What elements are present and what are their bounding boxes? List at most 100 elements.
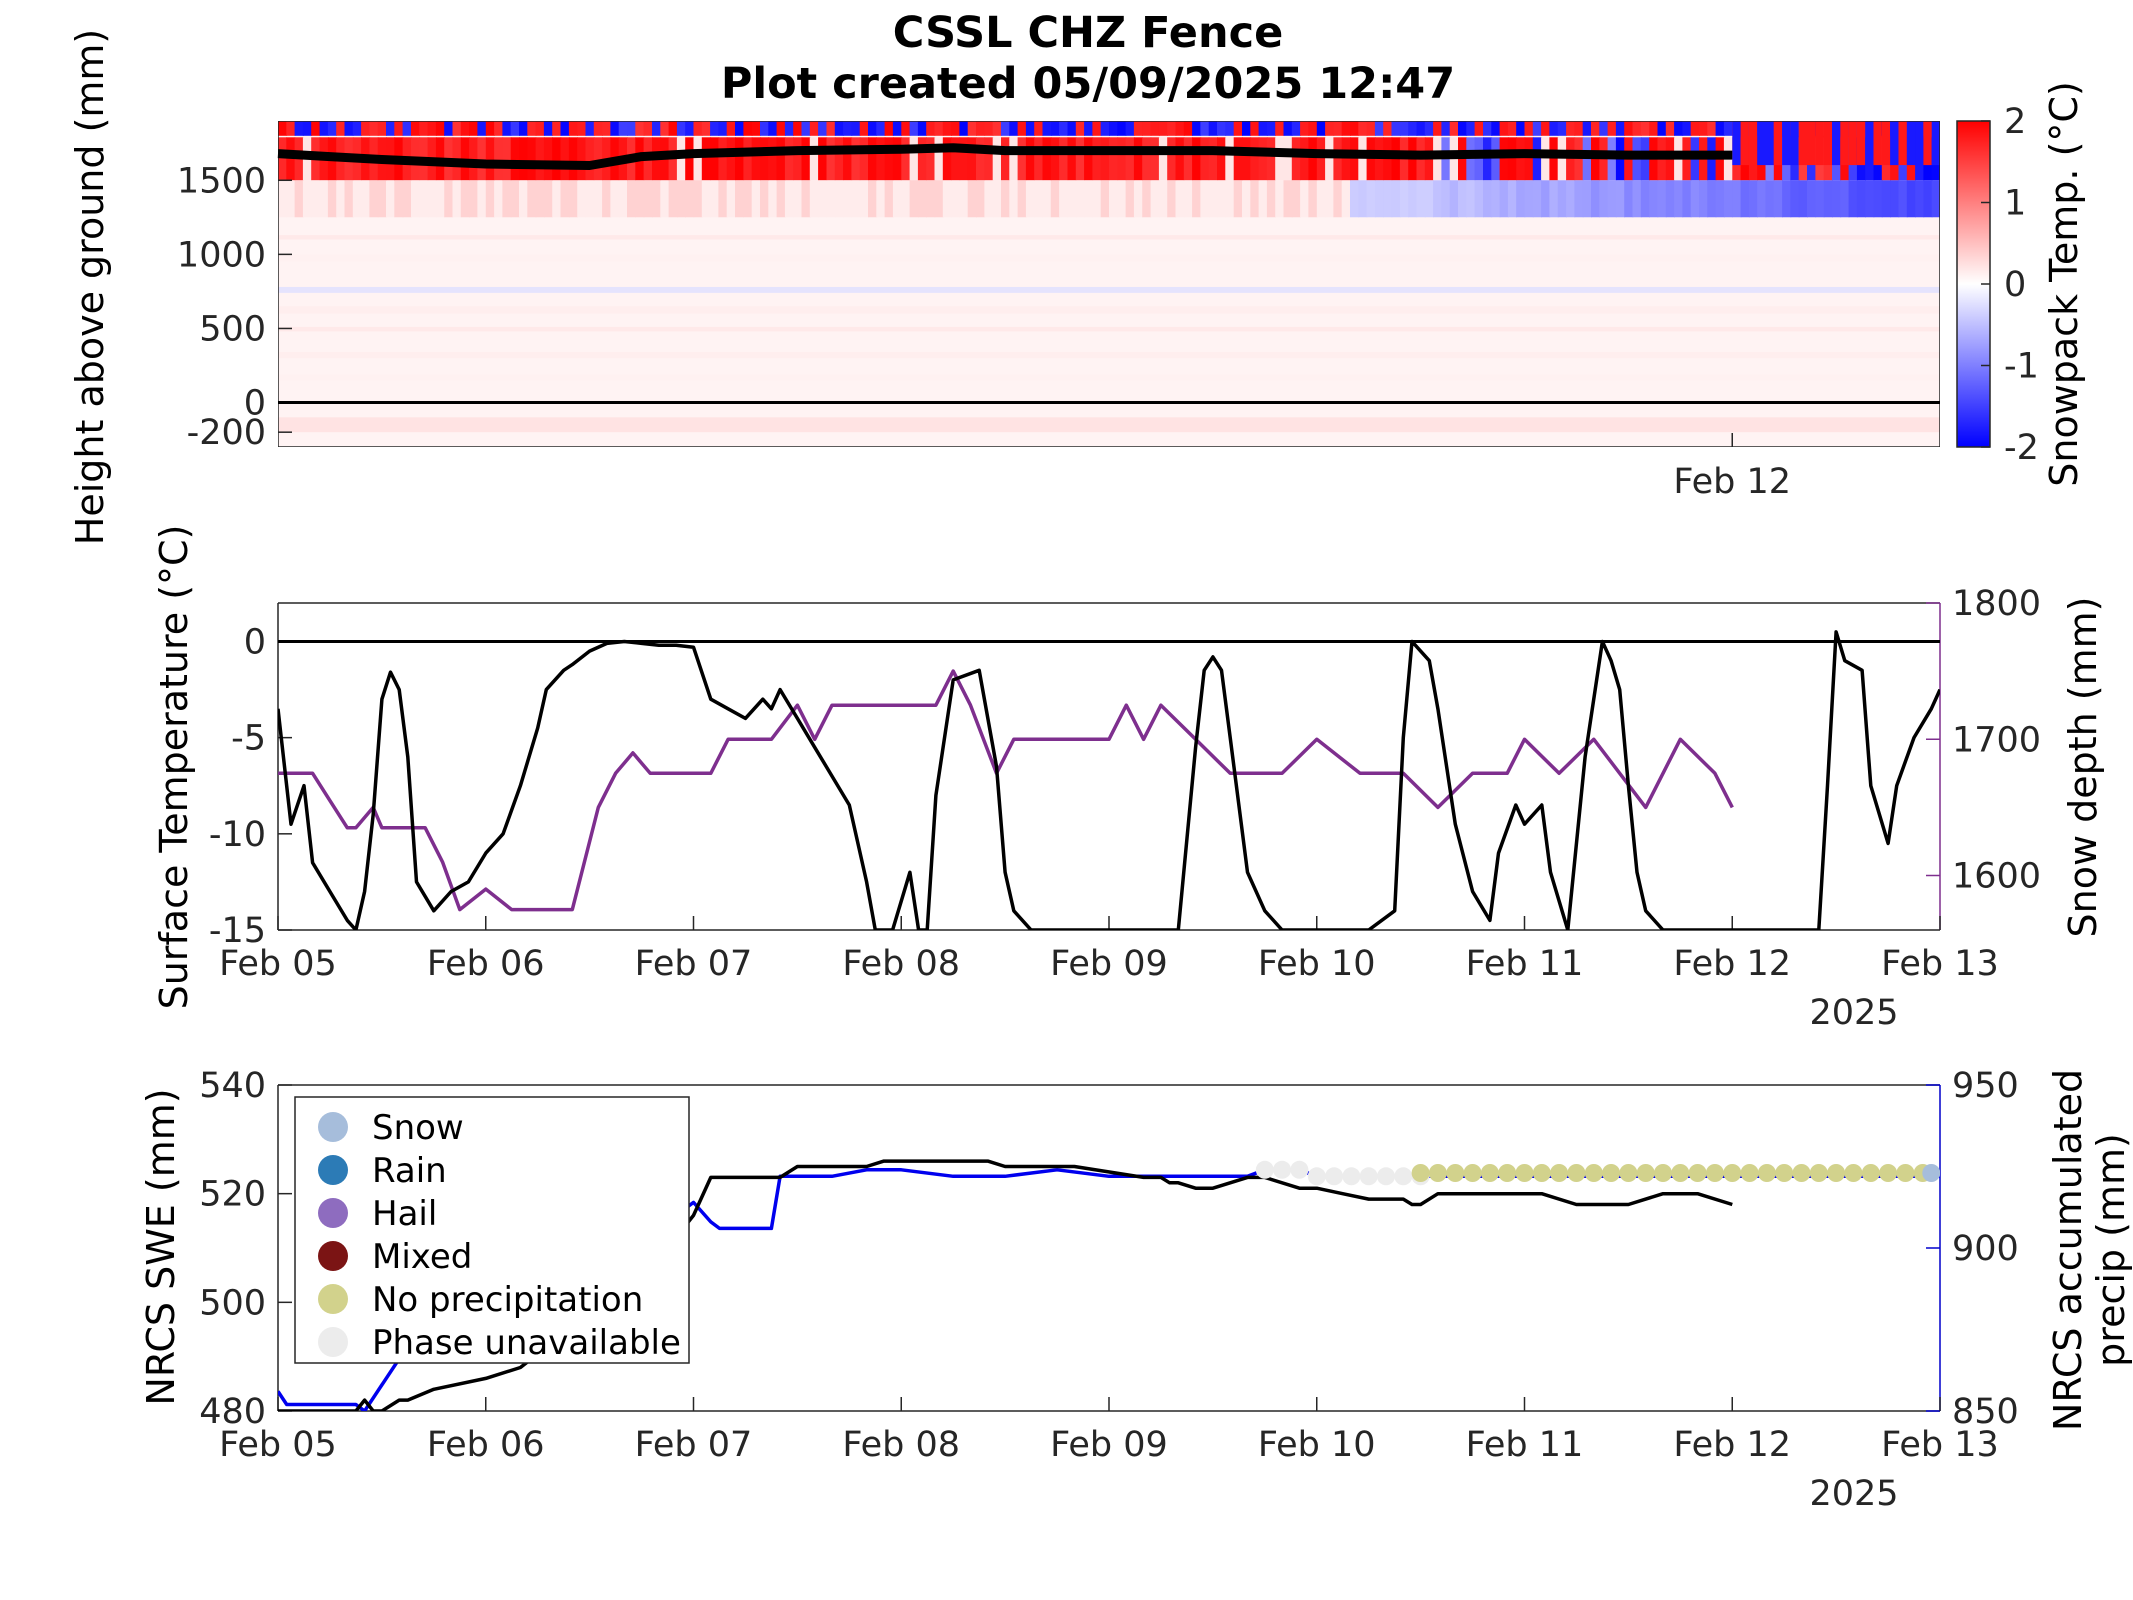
heatmap-cell (1117, 137, 1127, 181)
heatmap-cell (1258, 121, 1268, 136)
heatmap-cell (959, 137, 969, 181)
heatmap-cell (1541, 137, 1551, 181)
heatmap-cell (1682, 180, 1692, 218)
heatmap-cell (1433, 180, 1443, 218)
year-label-panel2: 2025 (1809, 993, 1898, 1033)
heatmap-cell (336, 121, 346, 136)
heatmap-cell (1474, 137, 1484, 181)
heatmap-cell (1807, 121, 1817, 166)
heatmap-cell (1649, 121, 1659, 136)
heatmap-cell (1192, 121, 1202, 136)
heatmap-cell (1001, 180, 1011, 218)
precip-phase-marker (1775, 1164, 1794, 1182)
heatmap-cell (1350, 121, 1360, 136)
heatmap-cell (967, 180, 977, 218)
heatmap-cell (1059, 121, 1069, 136)
colorbar-ticks: -2 -1 0 1 2 (1981, 102, 2039, 468)
precip-phase-marker (1290, 1160, 1309, 1179)
heatmap-cell (1699, 180, 1709, 218)
heatmap-cell (394, 121, 404, 136)
precip-phase-marker (1325, 1167, 1344, 1186)
heatmap-cell (1042, 137, 1052, 181)
heatmap-cell (1682, 121, 1692, 136)
heatmap-cell (1474, 180, 1484, 218)
heatmap-cell (1499, 180, 1509, 218)
heatmap-cell (909, 180, 919, 218)
p3-y-tick-label: 500 (199, 1283, 266, 1323)
heatmap-cell (1291, 121, 1301, 136)
p2-x-tick-label: Feb 06 (427, 944, 545, 984)
heatmap-cell (1549, 180, 1559, 218)
heatmap-cell (1890, 121, 1900, 166)
heatmap-cell (1449, 121, 1459, 136)
heatmap-cell (535, 137, 545, 181)
heatmap-cell (1067, 180, 1077, 218)
heatmap-cell (1574, 180, 1584, 218)
heatmap-cell (344, 121, 354, 136)
heatmap-cell (469, 121, 479, 136)
heatmap-cell (876, 137, 886, 181)
heatmap-cell (552, 121, 562, 136)
heatmap-cell (1125, 180, 1135, 218)
heatmap-cell (1690, 121, 1700, 136)
heatmap-cell (1275, 121, 1285, 136)
heatmap-cell (1341, 137, 1351, 181)
heatmap-cell (1915, 180, 1925, 218)
heatmap-cell (361, 180, 371, 218)
heatmap-cell (901, 121, 911, 136)
heatmap-cell (1890, 180, 1900, 218)
heatmap-cell (327, 121, 337, 136)
heatmap-cell (718, 137, 728, 181)
heatmap-cell (1674, 121, 1684, 136)
heatmap-cell (543, 137, 553, 181)
heatmap-cell (568, 137, 578, 181)
heatmap-cell (352, 180, 362, 218)
heatmap-cell (1823, 180, 1833, 218)
heatmap-cell (984, 137, 994, 181)
heatmap-cell (1283, 137, 1293, 181)
heatmap-cell (1150, 121, 1160, 136)
heatmap-cell (685, 121, 695, 136)
snowpack-temperature-heatmap (278, 121, 1940, 447)
heatmap-cell (1607, 180, 1617, 218)
heatmap-cell (1707, 180, 1717, 218)
heatmap-cell (868, 180, 878, 218)
heatmap-cell (1308, 180, 1318, 218)
heatmap-cell (710, 180, 720, 218)
heatmap-cell (1075, 180, 1085, 218)
heatmap-cell (801, 121, 811, 136)
heatmap-cell (435, 180, 445, 218)
heatmap-cell (1358, 121, 1368, 136)
heatmap-cell (543, 180, 553, 218)
heatmap-cell (635, 180, 645, 218)
heatmap-cell (1366, 121, 1376, 136)
precip-phase-marker (1671, 1164, 1690, 1182)
heatmap-cell (1898, 121, 1908, 166)
heatmap-cell (278, 180, 288, 218)
snow-depth-series-line (278, 669, 1734, 912)
heatmap-cell (1582, 180, 1592, 218)
heatmap-cell (1483, 137, 1493, 181)
heatmap-cell (1657, 180, 1667, 218)
heatmap-cell (1374, 180, 1384, 218)
heatmap-cell (510, 121, 520, 136)
heatmap-cell (1458, 121, 1468, 136)
legend-box (294, 1096, 690, 1364)
surface-temperature-series-line (278, 630, 1940, 930)
heatmap-cell (1391, 121, 1401, 136)
heatmap-cell (1075, 137, 1085, 181)
heatmap-cell (776, 180, 786, 218)
heatmap-cell (1025, 137, 1035, 181)
heatmap-cell (818, 180, 828, 218)
heatmap-cell (1009, 180, 1019, 218)
heatmap-cell (1225, 137, 1235, 181)
heatmap-cell (278, 121, 288, 136)
heatmap-cell (1856, 121, 1866, 166)
figure-title-line1: CSSL CHZ Fence (893, 8, 1284, 58)
heatmap-cell (1532, 121, 1542, 136)
heatmap-cell (1923, 121, 1933, 166)
legend-marker-no-precipitation (318, 1284, 348, 1314)
heatmap-cell (1507, 180, 1517, 218)
heatmap-cell (1325, 180, 1335, 218)
heatmap-cell (460, 180, 470, 218)
